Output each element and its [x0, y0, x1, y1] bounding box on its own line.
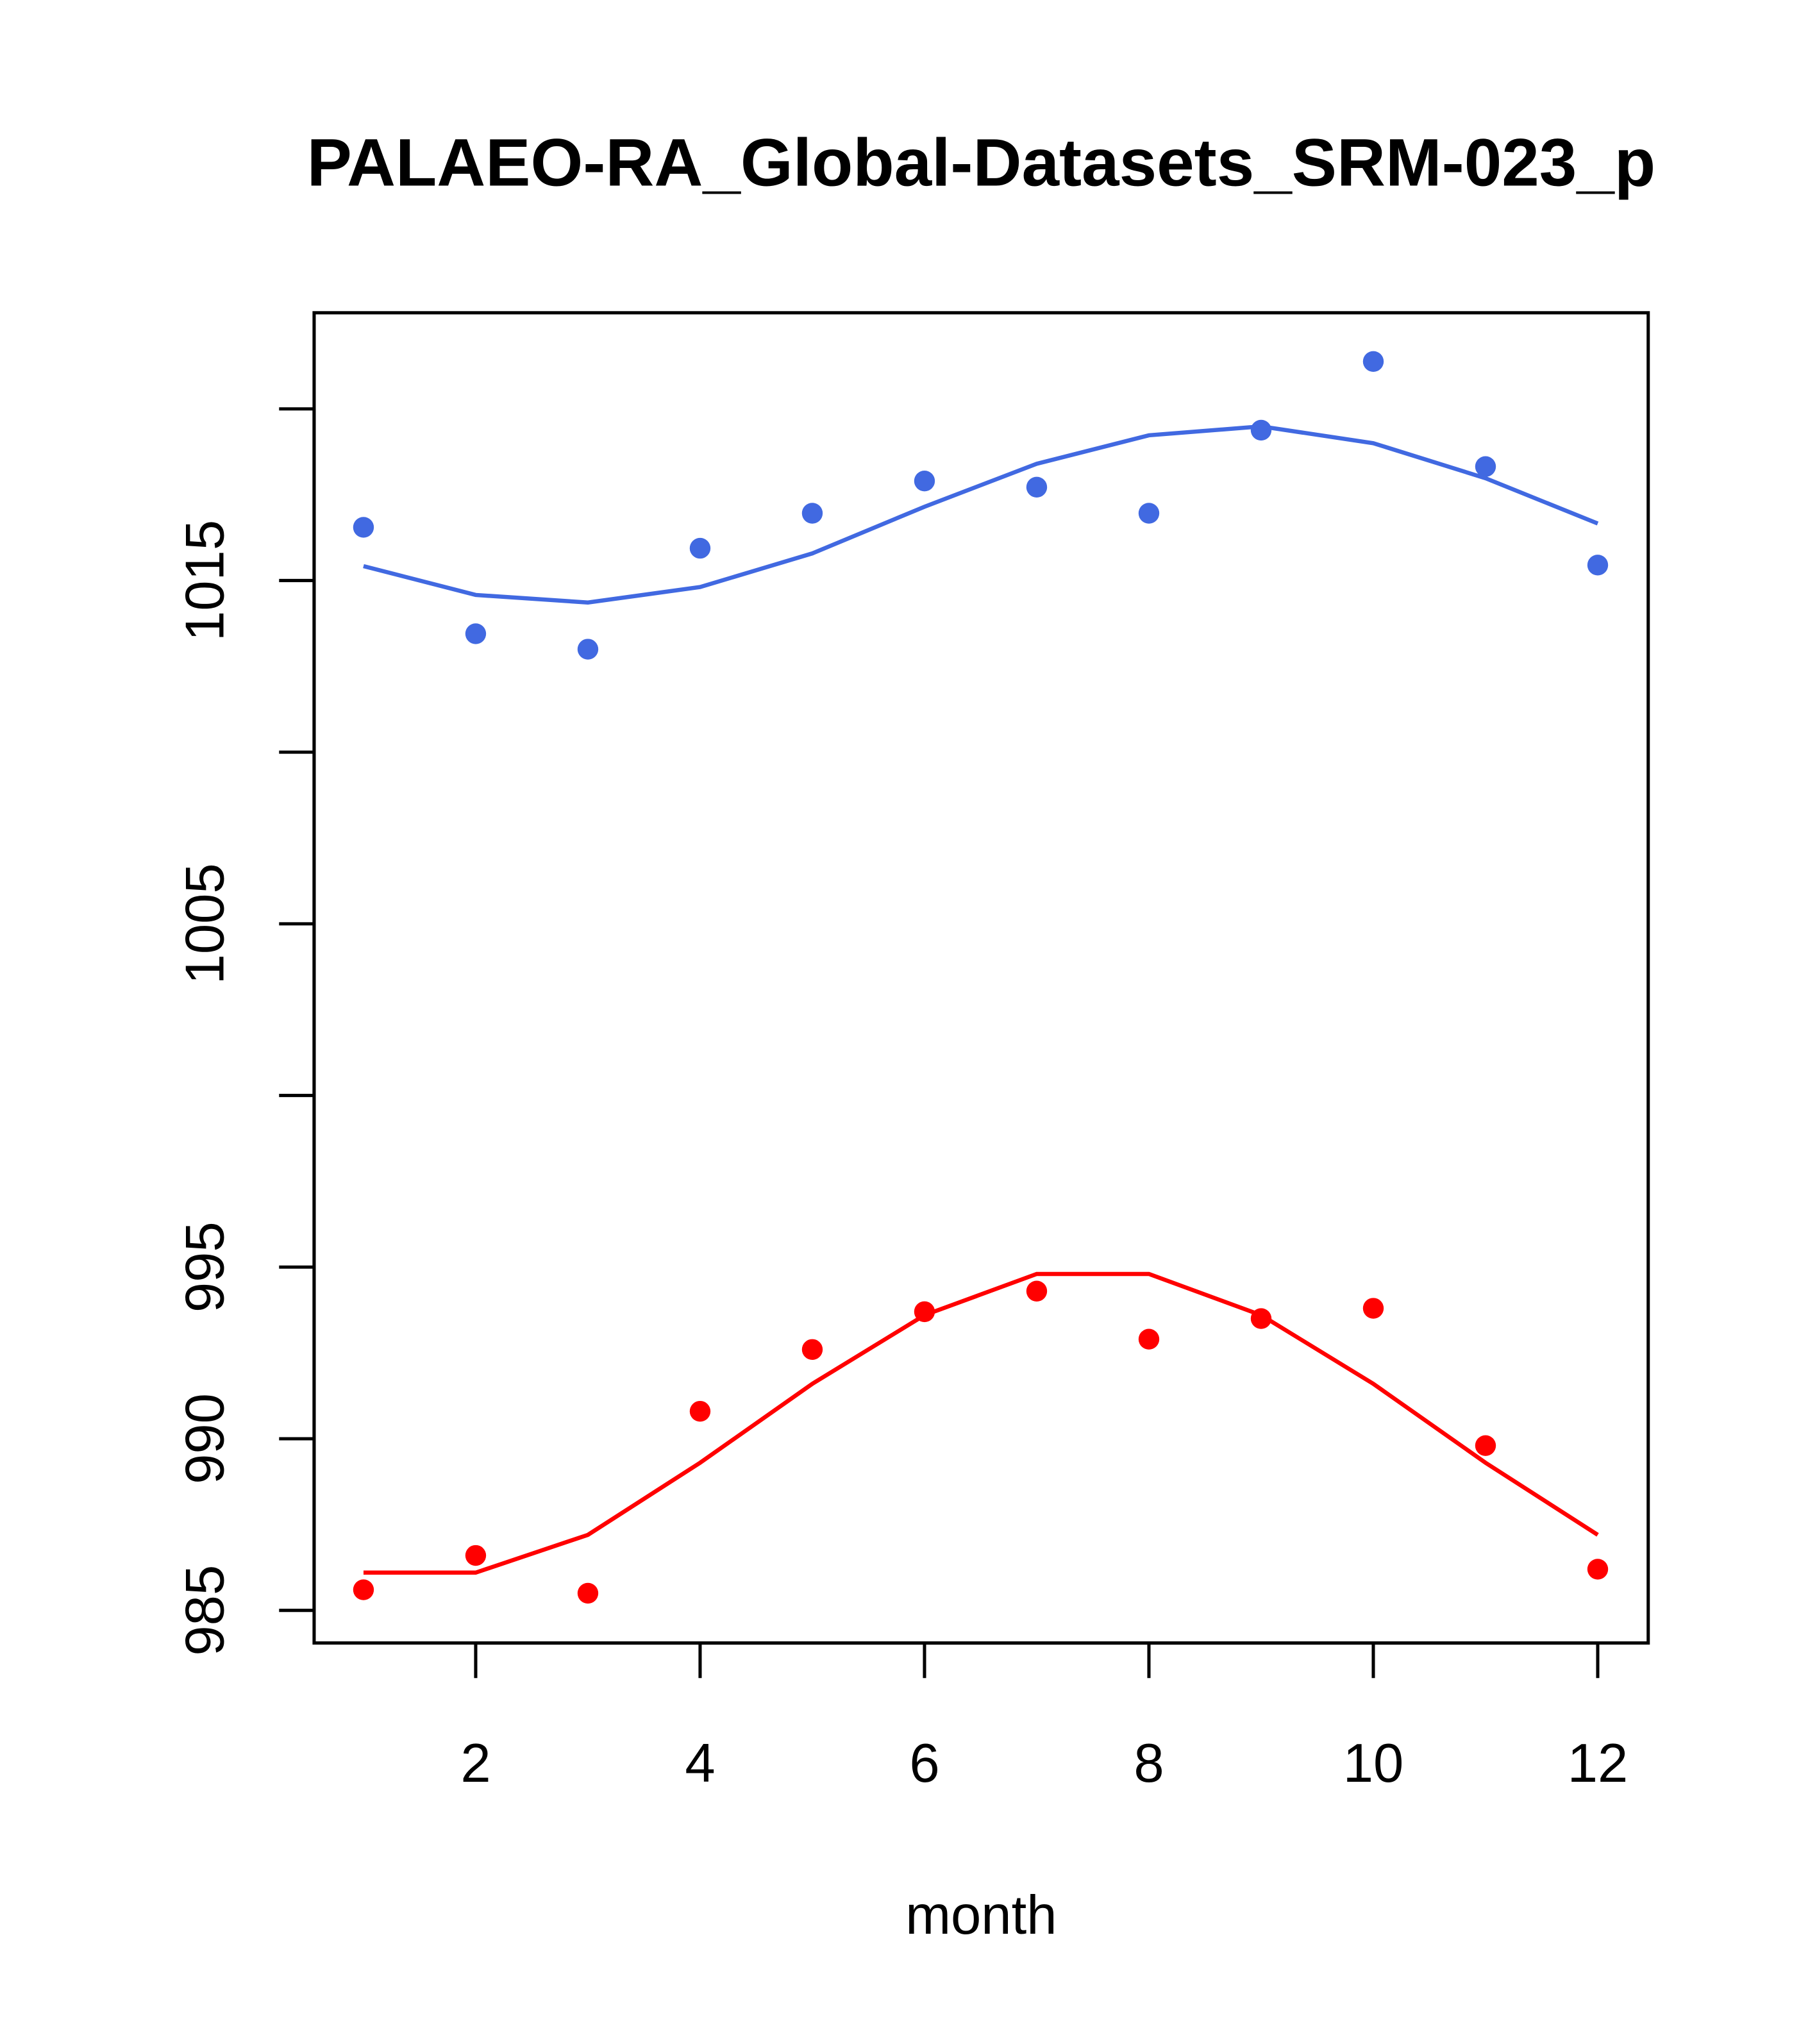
data-point — [577, 1582, 599, 1604]
x-tick-label: 8 — [1134, 1733, 1164, 1794]
x-tick-label: 10 — [1343, 1733, 1404, 1794]
data-point — [689, 537, 711, 559]
data-point — [577, 639, 599, 660]
y-tick-label: 1005 — [174, 863, 235, 984]
data-point — [1475, 1435, 1496, 1456]
data-point — [353, 1579, 374, 1600]
data-point — [1026, 476, 1048, 498]
data-point — [1026, 1280, 1048, 1302]
data-point — [1362, 1298, 1384, 1319]
data-point — [465, 623, 487, 644]
data-point — [1587, 1559, 1609, 1580]
plot-marks — [353, 351, 1609, 1604]
x-tick-label: 2 — [460, 1733, 490, 1794]
series-line — [363, 1271, 1599, 1575]
data-point — [1138, 1328, 1160, 1350]
x-tick-label: 4 — [685, 1733, 715, 1794]
x-axis: 2 4 6 8 10 12 — [460, 1641, 1629, 1794]
y-tick-label: 985 — [174, 1565, 235, 1656]
data-point — [1138, 503, 1160, 524]
data-point — [465, 1545, 487, 1566]
y-tick-label: 995 — [174, 1221, 235, 1312]
data-point — [1362, 351, 1384, 373]
data-point — [353, 517, 374, 538]
x-axis-label: month — [905, 1885, 1057, 1946]
y-tick-label: 990 — [174, 1393, 235, 1484]
chart-title: PALAEO-RA_Global-Datasets_SRM-023_p — [307, 125, 1656, 200]
y-tick-label: 1015 — [174, 520, 235, 641]
series-line — [363, 424, 1599, 605]
data-point — [1587, 555, 1609, 576]
data-point — [801, 503, 823, 524]
data-point — [1250, 419, 1272, 441]
x-tick-label: 6 — [909, 1733, 939, 1794]
data-point — [689, 1400, 711, 1422]
data-point — [1475, 456, 1496, 477]
data-point — [914, 470, 935, 492]
y-axis: 985 990 995 1005 1015 — [174, 407, 316, 1656]
data-point — [801, 1339, 823, 1360]
x-tick-label: 12 — [1568, 1733, 1629, 1794]
